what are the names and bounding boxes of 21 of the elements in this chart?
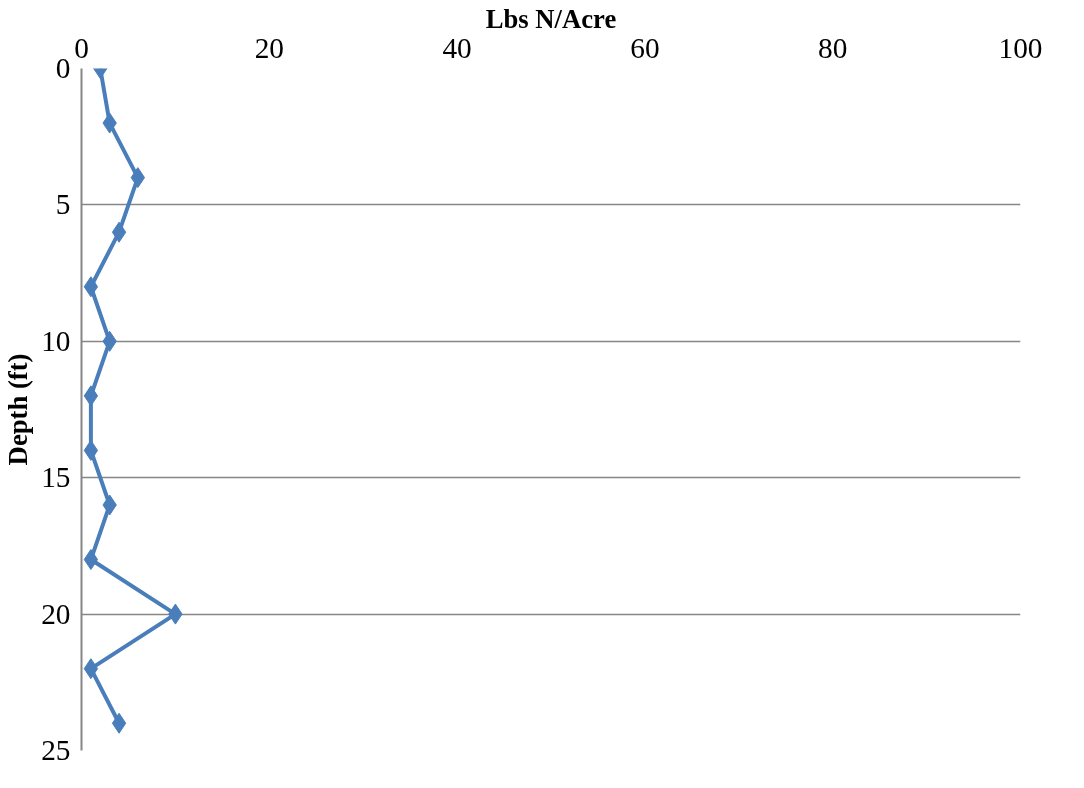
x-tick-label: 40 xyxy=(442,31,472,64)
point xyxy=(130,167,146,189)
point xyxy=(111,221,127,243)
y-tick-label: 0 xyxy=(55,52,71,84)
x-tick-label: 100 xyxy=(998,31,1043,64)
point xyxy=(83,439,99,461)
point xyxy=(83,385,99,407)
y-axis-title: Depth (ft) xyxy=(3,353,34,466)
y-tick-label: 15 xyxy=(41,461,71,494)
point xyxy=(83,658,99,680)
x-axis-title: Lbs N/Acre xyxy=(485,3,617,34)
point xyxy=(111,712,127,734)
y-tick-label: 10 xyxy=(41,324,71,357)
x-tick-label: 80 xyxy=(818,31,848,64)
y-tick-label: 20 xyxy=(41,597,71,630)
x-tick-label: 20 xyxy=(254,31,284,64)
point xyxy=(83,549,99,571)
y-tick-label: 5 xyxy=(55,188,71,221)
y-tick-label: 25 xyxy=(41,734,71,766)
x-tick-label: 60 xyxy=(630,31,660,64)
point xyxy=(83,276,99,298)
